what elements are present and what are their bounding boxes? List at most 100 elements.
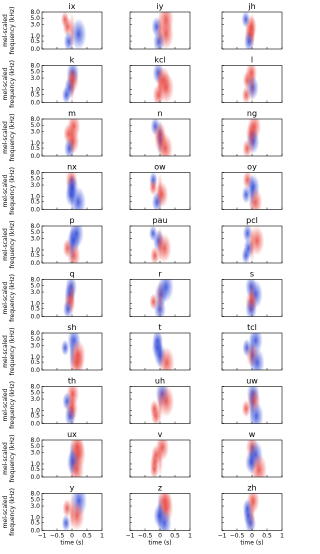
y-axis-label: frequency (kHz) (9, 221, 16, 269)
heatmap-blob (149, 179, 158, 196)
heatmap (241, 172, 263, 210)
panel-title: uw (246, 377, 258, 386)
heatmap (66, 440, 86, 477)
y-tick-label: 0.5 (30, 252, 40, 259)
x-tick-label: 0 (250, 533, 254, 540)
panel: ux 0.00.51.0 3.05.08.0 mel-scaled frequency … (2, 430, 103, 483)
y-axis-label: frequency (kHz) (9, 381, 16, 429)
panel-title: ux (67, 430, 77, 439)
heatmap-band (157, 172, 163, 210)
y-tick-label: 5.0 (30, 176, 40, 183)
y-tick-label: 1.0 (30, 140, 40, 147)
heatmap (241, 12, 257, 49)
panel-title: z (158, 484, 162, 493)
panel: r (129, 270, 191, 317)
y-axis-label: mel-scaled (2, 121, 9, 154)
panel: t (129, 323, 191, 371)
y-tick-label: 1.0 (30, 193, 40, 200)
x-tick-label: −0.5 (138, 533, 153, 540)
heatmap (149, 226, 172, 263)
heatmap (149, 279, 174, 317)
heatmap-band (249, 65, 255, 103)
y-tick-label: 1.0 (30, 354, 40, 361)
y-tick-label: 8.0 (30, 223, 40, 230)
y-tick-label: 5.0 (30, 229, 40, 236)
panel: n (129, 109, 191, 157)
panel-title: th (68, 377, 76, 386)
y-axis-label: frequency (kHz) (9, 7, 16, 55)
panel-title: k (70, 56, 75, 65)
heatmap (241, 226, 265, 263)
heatmap-band (69, 226, 75, 263)
y-tick-label: 0.5 (30, 38, 40, 45)
panel-title: q (69, 270, 74, 279)
heatmap-band (69, 386, 75, 424)
heatmap (62, 226, 84, 263)
heatmap (61, 65, 80, 103)
panel-title: nx (67, 163, 77, 172)
heatmap (242, 119, 262, 156)
x-tick-label: 1 (280, 533, 284, 540)
panel: q 0.00.51.0 3.05.08.0 mel-scaled frequency (… (2, 270, 103, 322)
y-tick-label: 0.0 (30, 46, 40, 53)
panel-title: kcl (154, 56, 165, 65)
y-axis-label: mel-scaled (2, 335, 9, 368)
y-tick-label: 8.0 (30, 330, 40, 337)
y-tick-label: 0.0 (30, 474, 40, 481)
y-axis-label: frequency (kHz) (9, 60, 16, 108)
y-axis-label: mel-scaled (2, 228, 9, 261)
heatmap-band (69, 493, 75, 531)
panel-title: sh (67, 323, 76, 332)
heatmap-band (249, 386, 255, 424)
heatmap-band (69, 440, 75, 477)
panel: jh (221, 2, 283, 50)
y-tick-label: 8.0 (30, 384, 40, 391)
heatmap-band (157, 65, 163, 103)
heatmap (241, 386, 264, 424)
y-tick-label: 8.0 (30, 116, 40, 123)
heatmap (151, 12, 174, 49)
y-tick-label: 5.0 (30, 122, 40, 129)
y-axis-label: mel-scaled (2, 495, 9, 528)
x-tick-label: −1 (218, 533, 227, 540)
y-tick-label: 5.0 (30, 390, 40, 397)
y-tick-label: 0.5 (30, 145, 40, 152)
y-tick-label: 1.0 (30, 514, 40, 521)
panel: zh −1 −0.5 0 0.5 1 time (s) (218, 484, 285, 547)
panel-title: t (158, 323, 161, 332)
x-tick-label: −0.5 (50, 533, 65, 540)
y-axis-label: mel-scaled (2, 67, 9, 100)
y-tick-label: 0.0 (30, 421, 40, 428)
x-tick-label: 0.5 (82, 533, 92, 540)
y-tick-label: 0.0 (30, 153, 40, 160)
panel-title: pau (152, 216, 167, 225)
y-tick-label: 1.0 (30, 33, 40, 40)
heatmap-band (249, 279, 255, 317)
heatmap (65, 172, 86, 210)
y-tick-label: 3.0 (30, 75, 40, 82)
y-axis-label: frequency (kHz) (9, 435, 16, 483)
y-tick-label: 1.0 (30, 300, 40, 307)
y-tick-label: 3.0 (30, 503, 40, 510)
y-tick-label: 5.0 (30, 283, 40, 290)
panel: pau (129, 216, 191, 264)
panel-title: v (158, 430, 163, 439)
y-tick-label: 0.5 (30, 199, 40, 206)
panel: pcl (221, 216, 283, 264)
x-tick-label: 0.5 (170, 533, 180, 540)
y-tick-label: 8.0 (30, 9, 40, 16)
heatmap-band (157, 226, 163, 263)
heatmap (151, 333, 175, 370)
panel: ng (221, 109, 283, 157)
y-tick-label: 0.0 (30, 207, 40, 214)
panel: v (129, 430, 191, 478)
y-tick-label: 1.0 (30, 247, 40, 254)
page: {"chart_data": [ {"type":"heatmap","titl… (2, 2, 285, 547)
heatmap-blob (241, 186, 251, 204)
heatmap (61, 333, 86, 370)
panel: s (221, 270, 283, 317)
panel-title: zh (247, 484, 256, 493)
y-axis-label: frequency (kHz) (9, 274, 16, 322)
y-tick-label: 8.0 (30, 63, 40, 70)
